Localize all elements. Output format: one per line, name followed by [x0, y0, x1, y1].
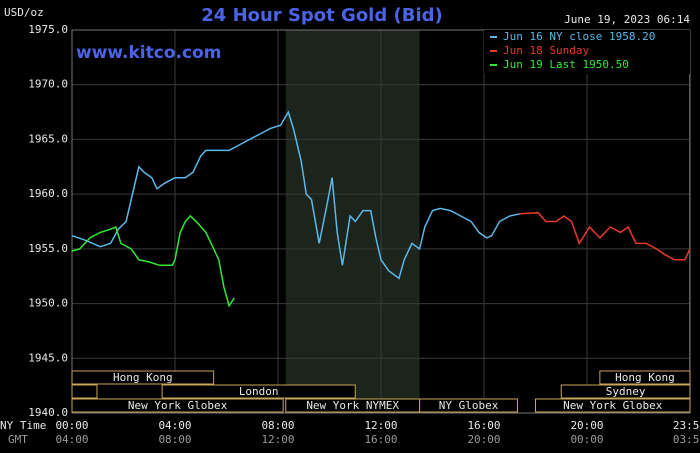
legend-label: Jun 18 Sunday [503, 44, 589, 57]
y-tick-label: 1955.0 [28, 242, 68, 255]
session-box [71, 384, 98, 399]
session-box [560, 384, 691, 399]
watermark: www.kitco.com [76, 43, 221, 63]
x-tick-label-gmt: 20:00 [467, 433, 500, 446]
y-tick-label: 1975.0 [28, 23, 68, 36]
x-axis-label: NY Time [0, 419, 46, 432]
x-tick-label: 04:00 [158, 419, 191, 432]
session-box [71, 370, 215, 385]
session-box [535, 398, 691, 413]
session-label: New York Globex [563, 399, 663, 412]
plot-border [71, 29, 691, 414]
legend-label: Jun 16 NY close 1958.20 [503, 30, 655, 43]
chart-title: 24 Hour Spot Gold (Bid) [201, 5, 442, 26]
y-tick-label: 1940.0 [28, 406, 68, 419]
session-label: Hong Kong [615, 371, 675, 384]
session-box [161, 384, 356, 399]
y-tick-label: 1945.0 [28, 351, 68, 364]
x-tick-label: 23:59 [673, 419, 700, 432]
session-label: London [239, 385, 279, 398]
y-axis-label: USD/oz [4, 6, 44, 19]
y-tick-label: 1960.0 [28, 187, 68, 200]
y-tick-label: 1970.0 [28, 78, 68, 91]
x-tick-label: 12:00 [364, 419, 397, 432]
session-box [71, 398, 284, 413]
session-label: Sydney [606, 385, 646, 398]
x-tick-label-gmt: 04:00 [55, 433, 88, 446]
session-label: Hong Kong [113, 371, 173, 384]
x-tick-label: 20:00 [570, 419, 603, 432]
legend-box [484, 30, 690, 74]
x-tick-label-gmt: 12:00 [261, 433, 294, 446]
session-label: New York Globex [128, 399, 228, 412]
x-tick-label: 00:00 [55, 419, 88, 432]
x-axis-label-gmt: GMT [8, 433, 28, 446]
legend-label: Jun 19 Last 1950.50 [503, 58, 629, 71]
x-tick-label-gmt: 03:59 [673, 433, 700, 446]
series-line [71, 214, 235, 308]
x-tick-label-gmt: 00:00 [570, 433, 603, 446]
session-box [599, 370, 691, 385]
y-tick-label: 1950.0 [28, 297, 68, 310]
session-box [419, 398, 518, 413]
x-tick-label-gmt: 08:00 [158, 433, 191, 446]
series-line [71, 110, 521, 280]
session-label: NY Globex [439, 399, 499, 412]
series-line [519, 211, 691, 261]
subtitle: June 19, 2023 06:14 [564, 13, 690, 26]
y-tick-label: 1965.0 [28, 132, 68, 145]
x-tick-label: 16:00 [467, 419, 500, 432]
shaded-region [285, 30, 420, 413]
session-label: New York NYMEX [306, 399, 399, 412]
x-tick-label: 08:00 [261, 419, 294, 432]
x-tick-label-gmt: 16:00 [364, 433, 397, 446]
